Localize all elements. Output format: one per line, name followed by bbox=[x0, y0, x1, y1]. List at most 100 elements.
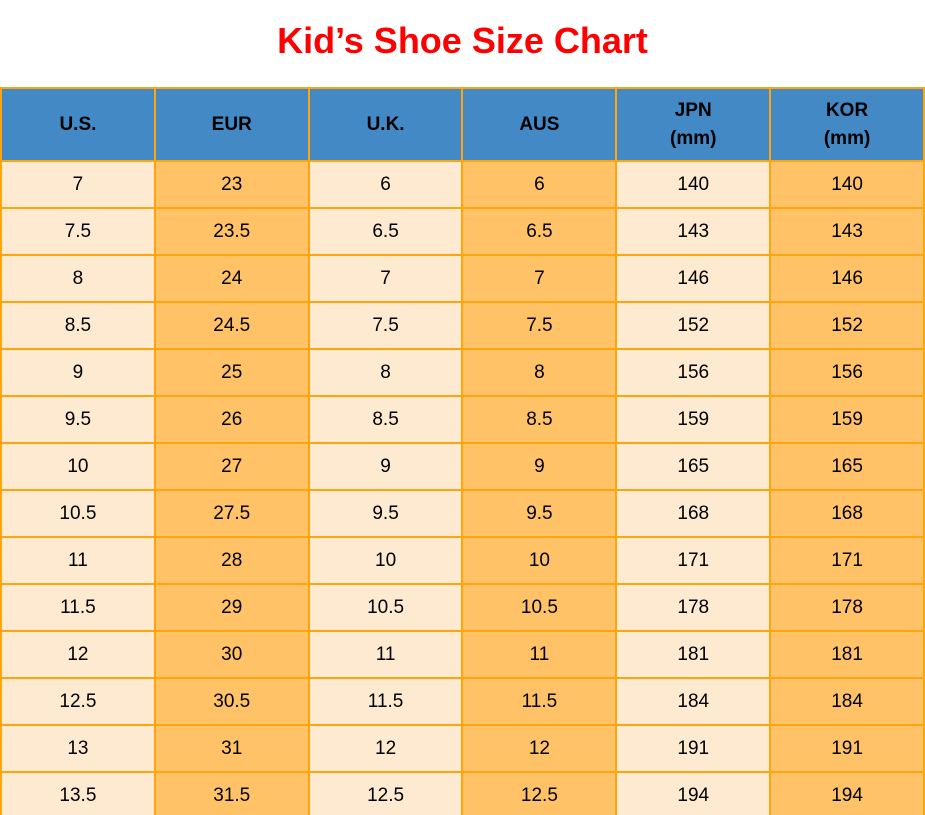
table-row: 7 23 6 6 140 140 bbox=[0, 160, 925, 209]
table-cell: 27.5 bbox=[153, 489, 310, 538]
table-cell: 165 bbox=[615, 442, 772, 491]
table-cell: 168 bbox=[769, 489, 925, 538]
table-cell: 7.5 bbox=[307, 301, 464, 350]
table-cell: 29 bbox=[153, 583, 310, 632]
col-header-kor-label: KOR bbox=[825, 99, 869, 121]
col-header-eur: EUR bbox=[153, 87, 310, 162]
table-cell: 27 bbox=[153, 442, 310, 491]
table-row: 11 28 10 10 171 171 bbox=[0, 536, 925, 585]
table-cell: 11 bbox=[307, 630, 464, 679]
table-cell: 12 bbox=[0, 630, 156, 679]
table-cell: 13.5 bbox=[0, 771, 156, 815]
col-header-jpn-unit: (mm) bbox=[670, 127, 717, 149]
table-cell: 9 bbox=[0, 348, 156, 397]
table-cell: 184 bbox=[769, 677, 925, 726]
table-cell: 184 bbox=[615, 677, 772, 726]
table-cell: 152 bbox=[615, 301, 772, 350]
table-header: U.S. EUR U.K. AUS JPN (mm) KOR (mm) bbox=[0, 87, 925, 162]
table-cell: 7 bbox=[461, 254, 618, 303]
table-cell: 9.5 bbox=[461, 489, 618, 538]
table-cell: 23 bbox=[153, 160, 310, 209]
shoe-size-table: U.S. EUR U.K. AUS JPN (mm) KOR (mm) bbox=[0, 87, 925, 815]
table-cell: 7.5 bbox=[461, 301, 618, 350]
table-cell: 10 bbox=[461, 536, 618, 585]
table-cell: 181 bbox=[615, 630, 772, 679]
table-row: 12.5 30.5 11.5 11.5 184 184 bbox=[0, 677, 925, 726]
table-cell: 26 bbox=[153, 395, 310, 444]
table-cell: 146 bbox=[615, 254, 772, 303]
table-cell: 24 bbox=[153, 254, 310, 303]
table-cell: 8 bbox=[0, 254, 156, 303]
table-cell: 11.5 bbox=[0, 583, 156, 632]
table-cell: 31 bbox=[153, 724, 310, 773]
table-row: 8.5 24.5 7.5 7.5 152 152 bbox=[0, 301, 925, 350]
table-cell: 156 bbox=[615, 348, 772, 397]
col-header-aus-label: AUS bbox=[519, 113, 560, 135]
table-cell: 6.5 bbox=[307, 207, 464, 256]
table-cell: 194 bbox=[615, 771, 772, 815]
table-row: 13.5 31.5 12.5 12.5 194 194 bbox=[0, 771, 925, 815]
table-row: 7.5 23.5 6.5 6.5 143 143 bbox=[0, 207, 925, 256]
table-cell: 7 bbox=[0, 160, 156, 209]
table-cell: 23.5 bbox=[153, 207, 310, 256]
table-cell: 13 bbox=[0, 724, 156, 773]
col-header-aus: AUS bbox=[461, 87, 618, 162]
table-row: 10 27 9 9 165 165 bbox=[0, 442, 925, 491]
col-header-kor: KOR (mm) bbox=[769, 87, 925, 162]
table-cell: 12.5 bbox=[307, 771, 464, 815]
table-cell: 191 bbox=[769, 724, 925, 773]
table-cell: 159 bbox=[615, 395, 772, 444]
table-cell: 12 bbox=[307, 724, 464, 773]
table-cell: 11 bbox=[0, 536, 156, 585]
table-cell: 30.5 bbox=[153, 677, 310, 726]
table-row: 12 30 11 11 181 181 bbox=[0, 630, 925, 679]
table-cell: 7.5 bbox=[0, 207, 156, 256]
table-row: 9 25 8 8 156 156 bbox=[0, 348, 925, 397]
table-cell: 194 bbox=[769, 771, 925, 815]
table-cell: 25 bbox=[153, 348, 310, 397]
table-cell: 11.5 bbox=[461, 677, 618, 726]
table-body: 7 23 6 6 140 140 7.5 23.5 6.5 6.5 143 143 8 24 7 7 146 14… bbox=[0, 160, 925, 815]
table-cell: 168 bbox=[615, 489, 772, 538]
col-header-eur-label: EUR bbox=[211, 113, 252, 135]
table-cell: 152 bbox=[769, 301, 925, 350]
table-row: 13 31 12 12 191 191 bbox=[0, 724, 925, 773]
table-cell: 191 bbox=[615, 724, 772, 773]
table-cell: 12.5 bbox=[461, 771, 618, 815]
table-cell: 159 bbox=[769, 395, 925, 444]
table-cell: 24.5 bbox=[153, 301, 310, 350]
table-cell: 30 bbox=[153, 630, 310, 679]
title-bar: Kid’s Shoe Size Chart bbox=[0, 0, 925, 87]
table-cell: 178 bbox=[615, 583, 772, 632]
table-cell: 31.5 bbox=[153, 771, 310, 815]
table-cell: 28 bbox=[153, 536, 310, 585]
table-cell: 143 bbox=[615, 207, 772, 256]
table-cell: 6.5 bbox=[461, 207, 618, 256]
table-cell: 12 bbox=[461, 724, 618, 773]
table-cell: 171 bbox=[615, 536, 772, 585]
col-header-uk: U.K. bbox=[307, 87, 464, 162]
table-cell: 140 bbox=[615, 160, 772, 209]
table-cell: 10 bbox=[307, 536, 464, 585]
table-row: 11.5 29 10.5 10.5 178 178 bbox=[0, 583, 925, 632]
table-cell: 8 bbox=[461, 348, 618, 397]
page-title: Kid’s Shoe Size Chart bbox=[277, 19, 648, 61]
table-cell: 12.5 bbox=[0, 677, 156, 726]
table-cell: 156 bbox=[769, 348, 925, 397]
table-cell: 8.5 bbox=[461, 395, 618, 444]
table-cell: 165 bbox=[769, 442, 925, 491]
table-cell: 6 bbox=[307, 160, 464, 209]
table-cell: 8.5 bbox=[307, 395, 464, 444]
table-cell: 11 bbox=[461, 630, 618, 679]
table-cell: 8 bbox=[307, 348, 464, 397]
table-cell: 11.5 bbox=[307, 677, 464, 726]
table-cell: 10 bbox=[0, 442, 156, 491]
col-header-us: U.S. bbox=[0, 87, 156, 162]
col-header-jpn-label: JPN bbox=[674, 99, 712, 121]
table-cell: 146 bbox=[769, 254, 925, 303]
table-cell: 7 bbox=[307, 254, 464, 303]
table-cell: 181 bbox=[769, 630, 925, 679]
col-header-us-label: U.S. bbox=[59, 113, 97, 135]
table-cell: 10.5 bbox=[0, 489, 156, 538]
